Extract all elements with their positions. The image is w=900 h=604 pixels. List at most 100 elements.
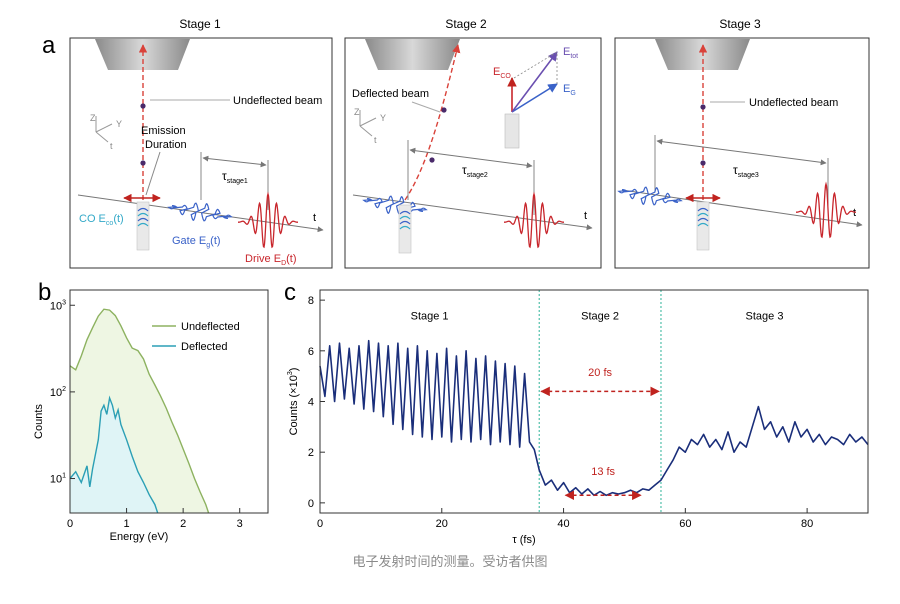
stage1-emitter-chevron — [137, 217, 149, 222]
stage2-gate-pulse — [362, 195, 428, 215]
stage3-tau-label: τstage3 — [733, 163, 759, 179]
stage1-gate-pulse — [167, 202, 233, 222]
y-tick-label: 101 — [50, 473, 66, 486]
stage2-axis-t: t — [374, 135, 377, 145]
stage1-tau-label: τstage1 — [222, 169, 248, 185]
stage1-axes-icon — [95, 116, 113, 143]
stage1-emission-1: Emission — [141, 125, 186, 137]
x-tick-label: 0 — [317, 518, 323, 530]
stage1-tau-arrow — [202, 155, 267, 168]
legend-label: Undeflected — [181, 321, 240, 333]
counts-trace — [319, 339, 869, 497]
stage-label: Stage 2 — [581, 310, 619, 322]
stage1-emission-pointer — [145, 151, 161, 196]
figure-caption: 电子发射时间的测量。受访者供图 — [352, 555, 548, 570]
x-tick-label: 20 — [436, 518, 448, 530]
y-axis-label: Counts — [33, 404, 45, 439]
y-axis-label: Counts (×103) — [287, 368, 300, 436]
stage3-emitter-chevron — [697, 207, 709, 212]
stage3-emitter-chevron — [697, 217, 709, 222]
x-axis-label: τ (fs) — [512, 534, 535, 546]
stage3-electron-1 — [700, 104, 706, 110]
stage2-deflected-beam — [404, 44, 461, 201]
stage3-t-label: t — [853, 207, 856, 219]
duration-label: 13 fs — [591, 466, 615, 478]
stage2-emitter-chevron — [399, 210, 411, 215]
stage3-emitter-chevron — [697, 222, 709, 227]
x-tick-label: 60 — [679, 518, 691, 530]
panel-a-letter: a — [42, 32, 56, 59]
stage1-electron-2 — [140, 160, 146, 166]
y-tick-label: 102 — [50, 386, 66, 399]
x-tick-label: 0 — [67, 518, 73, 530]
y-tick-label: 0 — [308, 498, 314, 510]
stage1-drive-pulse — [238, 191, 298, 249]
stage1-title: Stage 1 — [179, 17, 221, 31]
stage2-emitter-chevron — [399, 215, 411, 220]
stage2-vec-tot: Etot — [563, 46, 578, 60]
counts-vs-delay-chart: 0 20 40 60 80 0 2 4 6 8 Stage 1 Stage 2 Stage 3 20 fs… — [287, 289, 869, 546]
stage3-title: Stage 3 — [719, 17, 761, 31]
stage1-t-label: t — [313, 212, 316, 224]
plot-frame — [69, 289, 269, 514]
stage2-axes-icon — [359, 110, 377, 137]
stage-label: Stage 3 — [746, 310, 784, 322]
x-tick-label: 3 — [237, 518, 243, 530]
stage2-frame — [344, 37, 602, 269]
stage1-emitter-chevron — [137, 212, 149, 217]
panel-b-letter: b — [38, 279, 51, 306]
stage-label: Stage 1 — [411, 310, 449, 322]
plot-frame — [319, 289, 869, 514]
x-tick-label: 80 — [801, 518, 813, 530]
y-tick-label: 8 — [308, 295, 314, 307]
energy-spectrum-chart: 0 1 2 3 101 102 103 Energy (eV) Counts Undeflecte… — [33, 289, 269, 543]
stage2-electron-1 — [441, 107, 447, 113]
spectrum-line-deflected — [69, 395, 159, 514]
stage1-co-label: CO Eco(t) — [79, 213, 124, 227]
y-tick-label: 6 — [308, 346, 314, 358]
stage3-tau-arrow — [656, 138, 827, 166]
legend-label: Deflected — [181, 341, 227, 353]
stage2-tau-label: τstage2 — [462, 163, 488, 179]
stage2-electron-2 — [429, 157, 435, 163]
x-tick-label: 1 — [124, 518, 130, 530]
y-tick-label: 103 — [50, 299, 66, 312]
spectrum-line-undeflected — [69, 308, 210, 514]
stage1-drive-label: Drive ED(t) — [245, 253, 297, 267]
stage2-emitter-chevron — [399, 225, 411, 230]
x-tick-label: 2 — [180, 518, 186, 530]
stage3-electron-2 — [700, 160, 706, 166]
stage1-beam-label: Undeflected beam — [233, 95, 322, 107]
stage1-emission-2: Duration — [145, 139, 187, 151]
y-tick-label: 2 — [308, 447, 314, 459]
stage2-axis-y: Y — [380, 113, 386, 123]
stage1-electron-1 — [140, 103, 146, 109]
stage2-vector-diagram — [504, 51, 558, 149]
stage2-title: Stage 2 — [445, 17, 487, 31]
stage3-beam-label: Undeflected beam — [749, 97, 838, 109]
stage2-beam-pointer — [411, 101, 441, 113]
stage1-axis-z: Z — [90, 113, 96, 123]
stage3-gate-pulse — [617, 186, 683, 206]
stage1-emitter-chevron — [137, 207, 149, 212]
stage1-axis-y: Y — [116, 119, 122, 129]
stage2-axis-z: Z — [354, 107, 360, 117]
stage2-panel: Stage 2 t Deflected beam Z Y t τstage2 — [344, 17, 602, 269]
spectrum-fill-deflected — [70, 398, 158, 513]
stage1-gate-label: Gate Eg(t) — [172, 235, 221, 249]
x-axis-label: Energy (eV) — [110, 531, 169, 543]
stage2-vec-g: EG — [563, 83, 576, 97]
stage3-panel: Stage 3 t Undeflected beam τstage3 — [614, 17, 870, 269]
stage2-drive-pulse — [504, 191, 564, 249]
pulse-layer — [136, 181, 856, 254]
stage2-tau-arrow — [409, 147, 533, 169]
stage3-time-axis — [621, 189, 863, 228]
stage1-panel: Stage 1 t Undeflected beam Emission Dura… — [69, 17, 333, 269]
stage3-drive-pulse — [796, 181, 856, 239]
panel-c-letter: c — [284, 279, 296, 306]
stage1-axis-t: t — [110, 141, 113, 151]
stage2-emitter-chevron — [399, 220, 411, 225]
stage2-tip — [365, 39, 460, 70]
x-tick-label: 40 — [557, 518, 569, 530]
